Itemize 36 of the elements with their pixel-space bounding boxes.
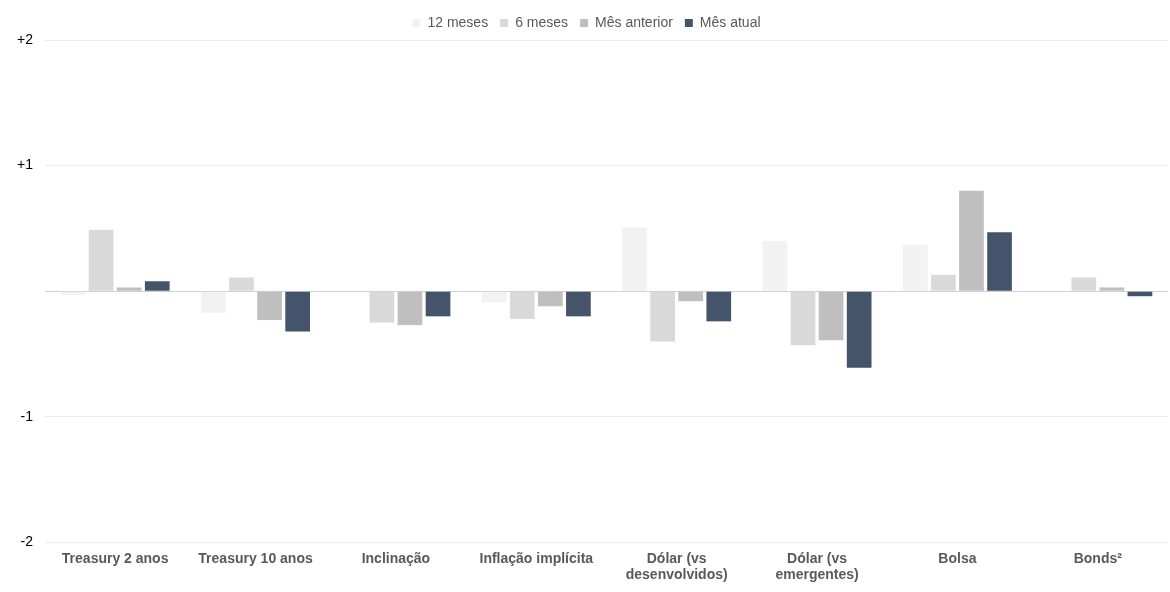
bar <box>959 190 984 291</box>
legend-label: 6 meses <box>515 13 569 30</box>
legend-label: Mês anterior <box>595 13 674 30</box>
bar <box>425 291 451 317</box>
bar <box>987 232 1012 291</box>
bar <box>818 291 844 341</box>
y-tick-label: +2 <box>16 30 34 47</box>
x-tick-label: Treasury 2 anos <box>61 549 169 566</box>
bar <box>1099 287 1125 291</box>
y-tick-label: -2 <box>20 533 34 550</box>
bar <box>678 291 704 302</box>
bar <box>566 291 591 317</box>
bar <box>116 287 142 291</box>
bar <box>846 291 872 368</box>
x-tick-label: Treasury 10 anos <box>198 549 313 566</box>
bar <box>257 291 282 321</box>
x-tick-label: Bolsa <box>938 549 977 566</box>
bar <box>285 291 310 332</box>
bar <box>902 244 928 291</box>
bar <box>144 281 170 291</box>
y-tick-label: -1 <box>20 407 34 424</box>
y-tick-label: +1 <box>16 156 34 173</box>
bar <box>537 291 563 307</box>
bar <box>397 291 423 326</box>
bar <box>706 291 732 322</box>
x-tick-label: Dólar (vs desenvolvidos) <box>625 549 728 583</box>
x-tick-label: Inflação implícita <box>479 549 594 566</box>
bar <box>201 291 226 313</box>
x-tick-label: Bonds² <box>1073 549 1123 566</box>
legend-label: 12 meses <box>427 13 489 30</box>
bar <box>481 291 507 303</box>
bar <box>622 227 647 291</box>
x-tick-label: Inclinação <box>361 549 431 566</box>
bar <box>762 240 788 291</box>
legend-label: Mês atual <box>699 13 761 30</box>
x-tick-label: Dólar (vs emergentes) <box>775 549 859 583</box>
